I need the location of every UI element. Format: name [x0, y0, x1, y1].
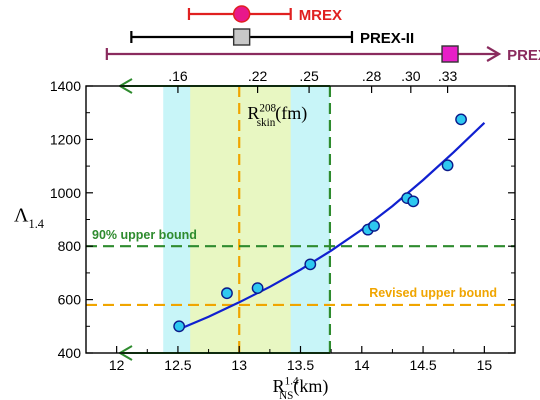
- fit-curve: [177, 122, 486, 331]
- y-tick-label: 1200: [50, 131, 81, 147]
- error-bar-marker: [232, 5, 251, 23]
- upper-bound-90-label: 90% upper bound: [92, 228, 197, 242]
- error-bar-label: MREX: [299, 7, 342, 24]
- y-tick-label: 400: [58, 345, 82, 361]
- error-bar-arrowhead: [486, 46, 502, 62]
- data-point: [251, 282, 264, 295]
- x-tick-label: 13.5: [287, 357, 314, 373]
- x-tick-label: 14.5: [409, 357, 436, 373]
- x-tick-label: 15: [477, 357, 493, 373]
- top-tick-label: .16: [168, 68, 188, 84]
- bound-labels: 90% upper bound Revised upper bound: [92, 228, 497, 300]
- axis-ticks: 12 12.5 13 13.5 14 14.5 15 400 600 800 1000 1200 140…: [50, 68, 516, 373]
- top-tick-label: .30: [401, 68, 421, 84]
- axis-labels: R1.4 NS(km) Λ1.4: [14, 205, 328, 400]
- data-point: [441, 159, 454, 172]
- top-tick-label: .22: [248, 68, 268, 84]
- error-bar-marker: [232, 28, 251, 46]
- data-point: [173, 320, 186, 333]
- x-tick-label: 12.5: [164, 357, 191, 373]
- error-bar-marker: [441, 45, 459, 63]
- fit-curve-layer: [177, 122, 486, 331]
- error-bar-mrex: MREX: [187, 5, 342, 24]
- error-bars: MREX PREX-II PREX: [105, 5, 540, 64]
- shaded-bands: [163, 86, 330, 353]
- top-axis-title: R208 skin(fm): [247, 102, 307, 129]
- y-tick-label: 800: [58, 238, 82, 254]
- x-axis-title: R1.4 NS(km): [273, 375, 329, 400]
- error-bar-prex-ii: PREX-II: [130, 28, 414, 47]
- top-axis-label: R208 skin(fm): [247, 102, 307, 129]
- top-tick-label: .25: [299, 68, 319, 84]
- error-bar-label: PREX-II: [360, 30, 414, 47]
- x-tick-label: 13: [231, 357, 247, 373]
- x-tick-label: 12: [109, 357, 125, 373]
- data-points: [173, 113, 467, 333]
- y-tick-label: 1000: [50, 185, 81, 201]
- data-point: [368, 220, 380, 232]
- data-point: [304, 258, 317, 271]
- error-bar-prex: PREX: [105, 45, 540, 64]
- x-tick-label: 14: [354, 357, 370, 373]
- y-tick-label: 1400: [50, 78, 81, 94]
- shaded-band: [190, 86, 291, 353]
- data-point: [455, 113, 467, 126]
- top-tick-label: .28: [362, 68, 382, 84]
- y-tick-label: 600: [58, 292, 82, 308]
- revised-upper-bound-label: Revised upper bound: [369, 286, 497, 300]
- top-tick-label: .33: [438, 68, 458, 84]
- data-point: [407, 195, 420, 208]
- y-axis-title: Λ1.4: [14, 205, 44, 231]
- data-point: [221, 287, 233, 300]
- error-bar-label: PREX: [507, 47, 540, 64]
